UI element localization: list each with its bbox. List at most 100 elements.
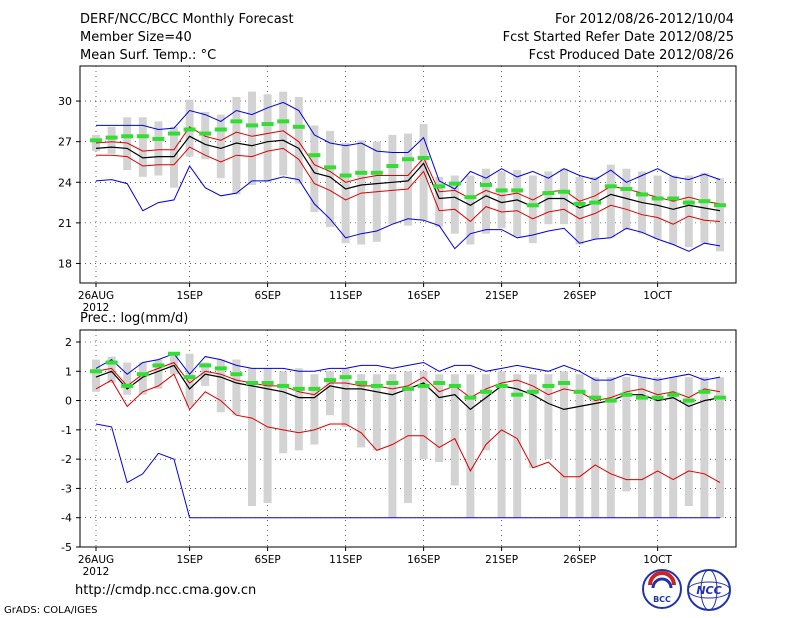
- spread-box: [294, 368, 303, 451]
- spread-box: [482, 374, 490, 451]
- series-line-lower: [95, 373, 721, 484]
- y-tick-label: 27: [58, 136, 72, 149]
- series-line-max: [95, 353, 721, 381]
- spread-box: [357, 374, 366, 448]
- precip-variable-label: Prec.: log(mm/d): [80, 311, 189, 326]
- variable-label: Mean Surf. Temp.: °C: [80, 48, 217, 63]
- y-tick-label: -2: [61, 453, 72, 466]
- x-tick-label: 21SEP: [485, 554, 518, 566]
- spread-box: [326, 130, 334, 227]
- precipitation-panel: -5 -4 -3 -2 -1 0 1 2 26AUG 1SEP 6SEP 11SEP 16SEP 21SE…: [61, 329, 737, 578]
- x-tick-label: 21SEP: [485, 290, 518, 302]
- y-tick-label: -1: [61, 424, 72, 437]
- spread-box: [591, 377, 600, 518]
- spread-box: [716, 377, 724, 518]
- y-tick-label: 1: [65, 365, 72, 378]
- spread-box: [404, 133, 412, 226]
- x-tick-label: 16SEP: [407, 554, 440, 566]
- spread-box: [92, 134, 100, 152]
- spread-box: [497, 371, 506, 518]
- spread-box: [185, 353, 194, 407]
- spread-box: [669, 175, 678, 245]
- series-line-min: [95, 165, 721, 252]
- spread-box: [435, 176, 444, 227]
- y-tick-label: 18: [58, 257, 72, 270]
- spread-box: [232, 97, 241, 195]
- spread-box: [138, 117, 147, 177]
- source-url[interactable]: http://cmdp.ncc.cma.gov.cn: [75, 583, 257, 598]
- plot-frame: [79, 329, 737, 548]
- spread-box: [528, 374, 537, 468]
- x-tick-label: 16SEP: [407, 290, 440, 302]
- spread-box: [560, 168, 568, 225]
- y-tick-label: -4: [61, 512, 72, 525]
- spread-box: [341, 143, 350, 244]
- spread-box: [466, 374, 475, 518]
- svg-text:NCC: NCC: [696, 584, 721, 597]
- spread-box: [638, 377, 646, 518]
- spread-box: [622, 377, 631, 492]
- spread-box: [606, 164, 615, 238]
- spread-box: [466, 175, 475, 245]
- spread-box: [606, 377, 615, 518]
- spread-box: [232, 359, 241, 416]
- series-line-min: [95, 423, 720, 519]
- spread-box: [419, 371, 428, 460]
- temperature-panel: 18 21 24 27 30 26AUG 1SEP 6SEP 11SEP 16SEP 21SEP 26…: [58, 65, 737, 314]
- spread-box: [263, 94, 272, 183]
- spread-box: [684, 175, 693, 248]
- produced-date-label: Fcst Produced Date 2012/08/26: [528, 48, 734, 63]
- spread-box: [450, 175, 459, 234]
- spread-box: [357, 140, 366, 245]
- spread-box: [653, 175, 662, 240]
- series-line-mean: [95, 135, 721, 212]
- spread-box: [497, 171, 506, 229]
- spread-box: [201, 111, 210, 160]
- chart-title: DERF/NCC/BCC Monthly Forecast: [80, 12, 294, 27]
- spread-box: [310, 374, 319, 445]
- ncc-logo: NCC: [687, 569, 731, 611]
- series-line-upper: [95, 361, 721, 402]
- spread-box: [528, 175, 537, 244]
- spread-box: [154, 121, 163, 176]
- spread-box: [138, 362, 147, 395]
- spread-box: [310, 125, 319, 213]
- spread-box: [388, 134, 397, 225]
- spread-box: [170, 353, 178, 375]
- spread-box: [248, 91, 256, 185]
- spread-box: [388, 374, 397, 518]
- y-tick-label: 30: [58, 95, 72, 108]
- spread-box: [92, 359, 100, 392]
- x-tick-label: 1OCT: [643, 290, 672, 302]
- spread-box: [575, 176, 584, 245]
- spread-box: [653, 377, 662, 518]
- spread-box: [341, 368, 350, 427]
- spread-box: [248, 368, 256, 506]
- x-tick-label: 11SEP: [329, 554, 362, 566]
- x-tick-label: 26SEP: [563, 554, 596, 566]
- spread-box: [279, 371, 288, 454]
- forecast-period: For 2012/08/26-2012/10/04: [555, 12, 734, 27]
- spread-box: [450, 374, 459, 486]
- spread-box: [123, 362, 132, 395]
- y-tick-label: 21: [58, 217, 72, 230]
- series-line-lower: [96, 146, 721, 225]
- x-tick-label: 11SEP: [329, 290, 362, 302]
- spread-box: [669, 377, 678, 518]
- member-size-label: Member Size=40: [80, 30, 192, 45]
- spread-box: [544, 171, 553, 225]
- spread-box: [482, 168, 490, 234]
- x-year-label: 2012: [83, 566, 110, 578]
- spread-box: [279, 91, 288, 176]
- spread-box: [575, 374, 584, 518]
- x-tick-label: 26SEP: [563, 290, 596, 302]
- spread-box: [123, 117, 132, 171]
- spread-box: [170, 126, 178, 188]
- y-tick-label: -3: [61, 482, 72, 495]
- start-date-label: Fcst Started Refer Date 2012/08/25: [502, 30, 734, 45]
- spread-box: [622, 168, 631, 230]
- x-tick-label: 6SEP: [254, 554, 280, 566]
- plot-frame: [79, 65, 737, 284]
- spread-box: [591, 176, 600, 240]
